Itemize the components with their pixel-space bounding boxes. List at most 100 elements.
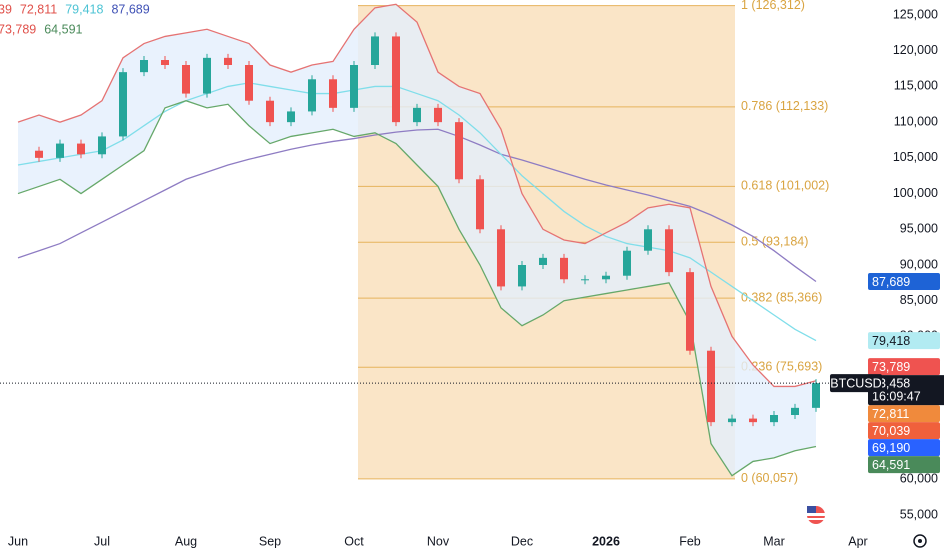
candle-body bbox=[392, 36, 400, 123]
candle-body bbox=[602, 275, 610, 280]
price-badge-label: 72,811 bbox=[872, 407, 909, 421]
y-tick-label: 125,000 bbox=[893, 7, 938, 21]
candle-body bbox=[224, 57, 232, 65]
candle-body bbox=[56, 143, 64, 158]
candle-body bbox=[581, 279, 589, 281]
fib-label: 0.382 (85,366) bbox=[741, 290, 822, 304]
candle-body bbox=[791, 407, 799, 415]
x-tick-label: Feb bbox=[679, 534, 701, 548]
price-badge bbox=[868, 332, 940, 350]
candle-body bbox=[770, 415, 778, 423]
legend-value: 87,689 bbox=[111, 2, 149, 16]
indicator-line bbox=[17, 82, 817, 342]
candle-body bbox=[140, 60, 148, 73]
candle-body bbox=[539, 257, 547, 265]
symbol-label: BTCUSD bbox=[830, 376, 881, 390]
y-tick-label: 85,000 bbox=[900, 293, 938, 307]
price-badge-label: 64,591 bbox=[872, 458, 910, 472]
candle-body bbox=[707, 350, 715, 423]
y-tick-label: 100,000 bbox=[893, 186, 938, 200]
gear-hub[interactable] bbox=[918, 539, 922, 543]
y-tick-label: 60,000 bbox=[900, 472, 938, 486]
indicator-line bbox=[17, 128, 817, 283]
legend-value: 64,591 bbox=[44, 22, 82, 36]
fib-label: 0.786 (112,133) bbox=[741, 99, 828, 113]
candle-body bbox=[728, 418, 736, 423]
band-fill bbox=[18, 4, 816, 476]
candle-body bbox=[287, 111, 295, 123]
legend-value: 79,418 bbox=[65, 2, 103, 16]
fib-label: 1 (126,312) bbox=[741, 0, 805, 12]
price-badge bbox=[868, 439, 940, 457]
candle-body bbox=[413, 107, 421, 123]
y-tick-label: 90,000 bbox=[900, 257, 938, 271]
candle-body bbox=[161, 60, 169, 65]
price-badge-label: 79,418 bbox=[872, 334, 910, 348]
candle-body bbox=[266, 100, 274, 123]
candle-body bbox=[245, 65, 253, 101]
x-tick-label: Jun bbox=[8, 534, 28, 548]
candle-body bbox=[455, 122, 463, 180]
x-tick-label: Sep bbox=[259, 534, 281, 548]
candle-body bbox=[560, 257, 568, 280]
y-tick-label: 115,000 bbox=[894, 79, 938, 93]
last-price-badge bbox=[868, 375, 944, 406]
candle-body bbox=[182, 65, 190, 94]
candle-body bbox=[35, 150, 43, 158]
x-tick-label: Apr bbox=[848, 534, 867, 548]
price-badge-label: 70,039 bbox=[872, 424, 910, 438]
candle-body bbox=[644, 229, 652, 251]
legend-value: 39 bbox=[0, 2, 12, 16]
candle-body bbox=[812, 383, 820, 408]
fib-label: 0.236 (75,693) bbox=[741, 359, 822, 373]
axes: 55,00060,00080,00085,00090,00095,000100,… bbox=[0, 2, 944, 548]
fib-label: 0.618 (101,002) bbox=[741, 179, 829, 193]
candle-body bbox=[308, 79, 316, 112]
candle-body bbox=[665, 229, 673, 273]
x-tick-label: 2026 bbox=[592, 534, 620, 548]
candle-body bbox=[98, 136, 106, 155]
price-badge bbox=[868, 422, 940, 440]
flag-icon bbox=[807, 506, 825, 524]
candle-body bbox=[623, 250, 631, 276]
candle-body bbox=[749, 418, 757, 423]
countdown-label: 16:09:47 bbox=[872, 389, 921, 403]
price-badge bbox=[868, 456, 940, 474]
candle-body bbox=[518, 265, 526, 287]
x-tick-label: Mar bbox=[763, 534, 785, 548]
candle-body bbox=[119, 72, 127, 137]
fib-label: 0 (60,057) bbox=[741, 471, 798, 485]
settings-icon[interactable] bbox=[913, 534, 927, 548]
candle-body bbox=[329, 79, 337, 108]
price-badge-label: 87,689 bbox=[872, 275, 910, 289]
candle-body bbox=[686, 272, 694, 351]
symbol-tag bbox=[830, 374, 882, 393]
candle-body bbox=[497, 229, 505, 287]
x-tick-label: Aug bbox=[175, 534, 197, 548]
y-tick-label: 55,000 bbox=[900, 507, 938, 521]
candle-body bbox=[350, 65, 358, 108]
flag-stripe bbox=[807, 513, 825, 516]
indicator-line bbox=[17, 3, 817, 388]
x-tick-label: Oct bbox=[344, 534, 364, 548]
fib-label: 0.5 (93,184) bbox=[741, 235, 808, 249]
indicator-line bbox=[17, 100, 817, 477]
candle-body bbox=[434, 107, 442, 123]
x-tick-label: Nov bbox=[427, 534, 450, 548]
y-tick-label: 110,000 bbox=[894, 114, 938, 128]
y-tick-label: 95,000 bbox=[900, 222, 938, 236]
gear-ring[interactable] bbox=[913, 534, 927, 548]
x-tick-label: Jul bbox=[94, 534, 110, 548]
price-badge bbox=[868, 273, 940, 291]
candle-body bbox=[476, 179, 484, 230]
flag-canton bbox=[807, 506, 816, 513]
candle-body bbox=[371, 36, 379, 65]
x-tick-label: Dec bbox=[511, 534, 533, 548]
candle-body bbox=[77, 143, 85, 155]
candle-body bbox=[203, 57, 211, 94]
y-tick-label: 120,000 bbox=[893, 43, 938, 57]
price-badge bbox=[868, 405, 940, 423]
flag-stripe bbox=[807, 518, 825, 520]
price-badge-label: 73,789 bbox=[872, 360, 910, 374]
